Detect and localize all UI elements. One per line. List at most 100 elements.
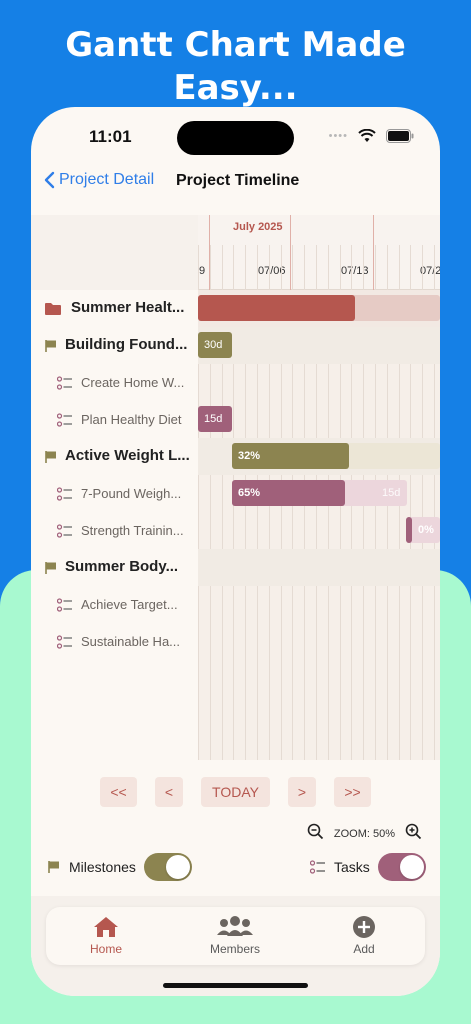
row-band <box>198 549 440 586</box>
gantt-bar[interactable] <box>198 406 232 432</box>
task-list-icon <box>56 487 73 506</box>
task-label: 7-Pound Weigh... <box>81 486 182 501</box>
flag-icon <box>48 861 59 873</box>
gantt-bar[interactable] <box>406 517 412 543</box>
home-indicator <box>163 983 308 988</box>
status-time: 11:01 <box>89 127 132 146</box>
task-row[interactable]: Achieve Target... <box>31 586 198 623</box>
month-label: July 2025 <box>233 221 283 233</box>
switch-knob <box>399 855 424 879</box>
phone-screen: 11:01 •••• Project Detail Project Timeli… <box>31 107 440 996</box>
view-toggles: Milestones Tasks <box>31 851 440 885</box>
task-list-icon <box>56 524 73 543</box>
chevron-left-icon <box>44 171 55 189</box>
date-label: 07/06 <box>258 265 286 277</box>
signal-dots-icon: •••• <box>328 130 348 142</box>
promo-headline: Gantt Chart Made Easy... <box>0 24 471 110</box>
switch-knob <box>165 855 190 879</box>
zoom-out-icon[interactable] <box>307 823 324 845</box>
task-label: Building Found... <box>65 336 188 353</box>
task-list-icon <box>310 860 325 874</box>
date-label: 07/13 <box>341 265 369 277</box>
zoom-controls: ZOOM: 50% <box>307 823 422 845</box>
battery-icon <box>386 129 414 143</box>
zoom-in-icon[interactable] <box>405 823 422 845</box>
task-row[interactable]: Create Home W... <box>31 364 198 401</box>
task-row[interactable]: Strength Trainin... <box>31 512 198 549</box>
grid-line <box>410 245 411 760</box>
flag-icon <box>44 450 58 469</box>
navigation-bar: Project Detail Project Timeline <box>31 167 440 195</box>
tasks-switch[interactable] <box>377 853 426 881</box>
tab-home[interactable]: Home <box>56 915 156 956</box>
grid-line <box>422 245 423 760</box>
timeline-header: July 2025 9 07/06 07/13 07/2 <box>198 215 440 290</box>
row-band <box>198 327 440 364</box>
gantt-bar-duration: 15d <box>382 487 401 499</box>
tab-home-label: Home <box>89 942 122 956</box>
flag-icon <box>44 561 58 580</box>
gantt-bar-label: 65% <box>238 487 261 499</box>
task-list-header <box>31 215 198 290</box>
wifi-icon <box>358 129 376 143</box>
grid-line <box>198 245 199 760</box>
task-list-icon <box>56 413 73 432</box>
milestones-switch[interactable] <box>143 853 192 881</box>
grid-line <box>222 245 223 760</box>
headline-line-2: Easy... <box>173 68 298 108</box>
week-divider <box>209 215 210 290</box>
members-icon <box>217 916 253 936</box>
task-row[interactable]: Active Weight L... <box>31 438 198 475</box>
today-button[interactable]: TODAY <box>201 777 270 807</box>
task-label: Strength Trainin... <box>81 523 184 538</box>
gantt-bar-label: 32% <box>238 450 261 462</box>
task-row[interactable]: 7-Pound Weigh... <box>31 475 198 512</box>
task-label: Plan Healthy Diet <box>81 412 182 427</box>
task-label: Summer Healt... <box>71 299 185 316</box>
flag-icon <box>44 339 58 358</box>
task-row[interactable]: Sustainable Ha... <box>31 623 198 660</box>
tasks-toggle-row: Tasks <box>310 853 426 881</box>
task-list-icon <box>56 598 73 617</box>
tab-bar: Home Members Add <box>46 907 425 965</box>
tab-add-label: Add <box>353 942 375 956</box>
task-label: Create Home W... <box>81 375 185 390</box>
week-divider <box>290 215 291 290</box>
task-row[interactable]: Plan Healthy Diet <box>31 401 198 438</box>
gantt-bar[interactable] <box>232 480 345 506</box>
jump-last-button[interactable]: >> <box>334 777 371 807</box>
add-icon <box>353 916 375 938</box>
page-title: Project Timeline <box>176 172 300 189</box>
tab-add[interactable]: Add <box>314 915 414 956</box>
gantt-bar[interactable] <box>232 443 349 469</box>
task-list-icon <box>56 376 73 395</box>
jump-first-button[interactable]: << <box>100 777 137 807</box>
folder-icon <box>44 302 62 321</box>
task-row[interactable]: Summer Healt... <box>31 290 198 327</box>
zoom-level: ZOOM: 50% <box>333 828 395 840</box>
task-label: Achieve Target... <box>81 597 178 612</box>
gantt-bar-label: 0% <box>418 524 434 536</box>
grid-line <box>434 245 435 760</box>
milestones-label: Milestones <box>69 859 136 875</box>
tab-members[interactable]: Members <box>185 915 285 956</box>
tab-members-label: Members <box>209 942 260 956</box>
previous-button[interactable]: < <box>155 777 183 807</box>
home-icon <box>94 917 118 937</box>
dynamic-island <box>177 121 294 155</box>
next-button[interactable]: > <box>288 777 316 807</box>
headline-line-1: Gantt Chart Made <box>65 25 406 65</box>
gantt-bar[interactable] <box>198 295 355 321</box>
grid-line <box>210 245 211 760</box>
back-button[interactable]: Project Detail <box>43 171 154 189</box>
tasks-label: Tasks <box>334 859 370 875</box>
week-divider <box>373 215 374 290</box>
task-row[interactable]: Building Found... <box>31 327 198 364</box>
task-row[interactable]: Summer Body... <box>31 549 198 586</box>
gantt-bar[interactable] <box>198 332 232 358</box>
status-icons: •••• <box>329 129 414 143</box>
gantt-bar-label: 15d <box>204 413 223 425</box>
timeline-controls: << < TODAY > >> <box>31 777 440 809</box>
task-list-icon <box>56 635 73 654</box>
task-label: Summer Body... <box>65 558 179 575</box>
